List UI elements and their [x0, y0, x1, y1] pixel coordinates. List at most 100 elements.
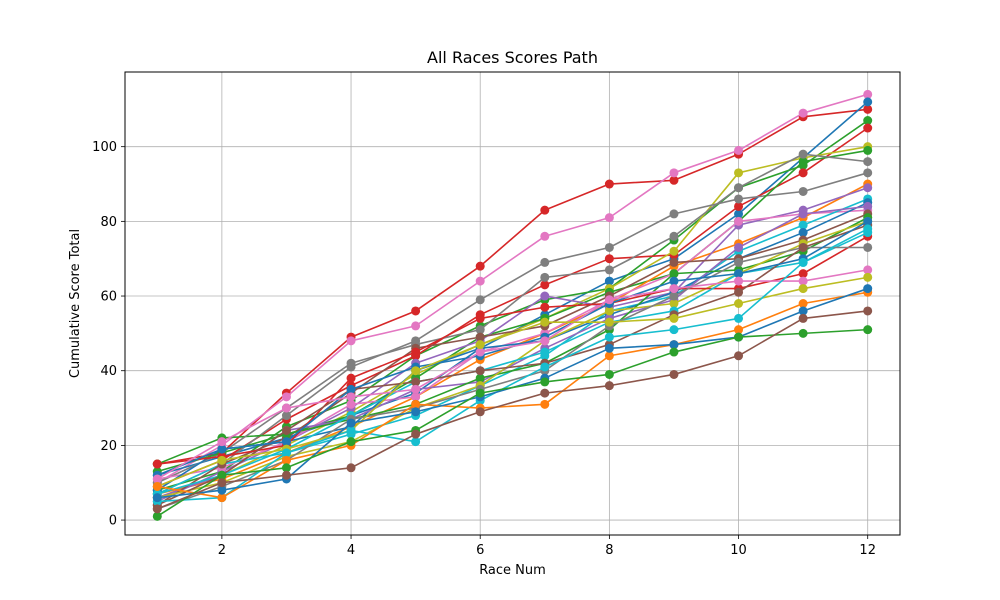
data-point [604, 332, 614, 342]
data-point [540, 362, 550, 372]
series-4 [152, 116, 873, 495]
data-point [604, 254, 614, 264]
data-point [152, 474, 162, 484]
data-point [540, 231, 550, 241]
data-point [346, 392, 356, 402]
data-point [346, 358, 356, 368]
data-point [152, 504, 162, 514]
data-point [669, 269, 679, 279]
data-point [217, 478, 227, 488]
x-tick-label: 4 [347, 543, 355, 558]
data-point [604, 179, 614, 189]
data-point [411, 377, 421, 387]
series-line [156, 328, 868, 518]
data-point [734, 242, 744, 252]
data-point [734, 168, 744, 178]
data-point [346, 373, 356, 383]
series-line [157, 235, 869, 465]
data-point [346, 463, 356, 473]
series-21 [152, 242, 873, 514]
series-line [157, 246, 868, 510]
data-point [863, 242, 873, 252]
axis-ticks: 2 4 6 8 10 12 0 20 40 60 80 100 [92, 140, 876, 558]
y-tick-label: 60 [100, 290, 117, 305]
series-line [156, 269, 868, 480]
series-2 [152, 89, 873, 488]
data-point [475, 325, 485, 335]
data-point [798, 328, 808, 338]
data-point [798, 168, 808, 178]
data-point [669, 257, 679, 267]
data-point [475, 313, 485, 323]
data-point [863, 201, 873, 211]
series-line [157, 108, 868, 465]
plot-frame [124, 71, 901, 536]
data-point [411, 429, 421, 439]
data-point [734, 209, 744, 219]
data-point [411, 399, 421, 409]
data-point [475, 366, 485, 376]
data-point [734, 257, 744, 267]
data-point [734, 325, 744, 335]
data-point [411, 347, 421, 357]
x-tick-label: 2 [218, 543, 226, 558]
data-point [669, 175, 679, 185]
data-point [281, 470, 291, 480]
data-point [411, 366, 421, 376]
series-line [156, 93, 868, 484]
y-tick-label: 80 [100, 215, 117, 230]
data-point [540, 302, 550, 312]
data-point [475, 388, 485, 398]
data-point [604, 276, 614, 286]
data-point [734, 299, 744, 308]
data-point [281, 437, 291, 447]
data-point [798, 242, 808, 252]
data-point [604, 265, 614, 275]
data-point [863, 97, 873, 107]
series-group [152, 89, 873, 521]
data-point [734, 313, 744, 323]
series-line [156, 224, 868, 506]
x-tick-label: 12 [859, 543, 876, 558]
data-point [540, 257, 550, 267]
data-point [475, 332, 485, 342]
data-point [411, 321, 421, 331]
data-point [669, 299, 679, 308]
data-point [475, 340, 485, 350]
data-point [540, 336, 550, 346]
data-point [798, 149, 808, 159]
chart-title: All Races Scores Path [427, 48, 598, 67]
data-point [734, 183, 744, 193]
data-point [734, 332, 744, 342]
data-point [346, 425, 356, 435]
data-point [669, 340, 679, 350]
series-line [157, 291, 868, 499]
series-line [156, 149, 868, 465]
data-point [346, 384, 356, 394]
data-point [281, 425, 291, 435]
data-point [734, 351, 744, 361]
data-point [152, 459, 162, 469]
data-point [217, 455, 227, 465]
series-line [156, 310, 868, 510]
data-point [281, 463, 291, 473]
data-point [411, 306, 421, 316]
data-point [734, 287, 744, 297]
series-line [156, 172, 868, 495]
series-7 [152, 168, 873, 499]
data-point [540, 388, 550, 398]
data-point [734, 216, 744, 226]
data-point [863, 123, 873, 133]
data-point [798, 157, 808, 167]
data-point [863, 116, 873, 126]
data-point [346, 399, 356, 409]
x-tick-label: 10 [730, 543, 747, 558]
data-point [669, 284, 679, 294]
data-point [863, 224, 873, 234]
series-30 [152, 306, 873, 514]
data-point [411, 392, 421, 402]
data-point [669, 313, 679, 323]
data-point [798, 313, 808, 323]
data-point [669, 325, 679, 335]
